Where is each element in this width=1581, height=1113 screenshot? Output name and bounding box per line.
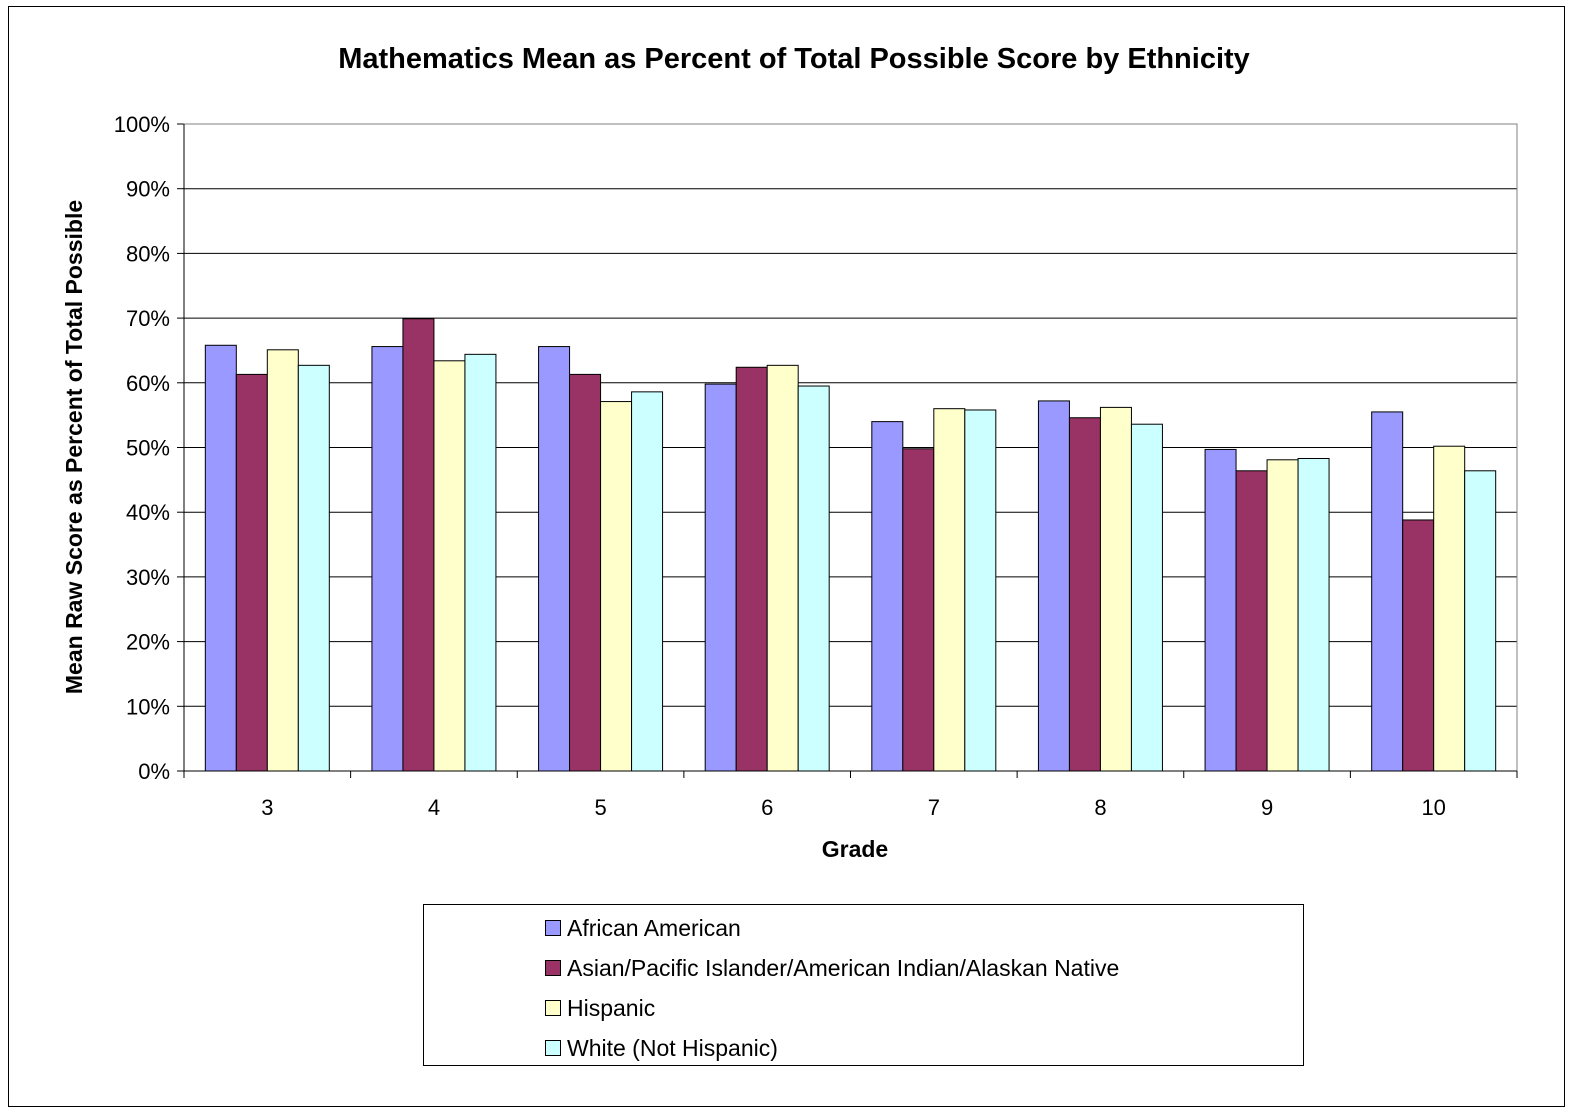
y-tick-label: 10%: [126, 694, 170, 719]
legend-label: Asian/Pacific Islander/American Indian/A…: [567, 954, 1120, 981]
legend-label: Hispanic: [567, 994, 656, 1021]
bar: [266, 349, 299, 772]
bar: [371, 346, 404, 772]
bar: [402, 318, 435, 772]
x-tick-label: 3: [261, 795, 273, 820]
bar: [569, 373, 602, 772]
y-tick-label: 100%: [114, 112, 170, 137]
x-tick-label: 7: [928, 795, 940, 820]
bar: [1068, 417, 1101, 772]
bar: [1433, 445, 1466, 772]
bar: [235, 373, 268, 772]
y-tick-label: 0%: [138, 759, 170, 784]
axes: [177, 123, 1518, 778]
legend-item: African American: [545, 913, 741, 943]
bar: [766, 364, 799, 772]
bars: [204, 318, 1497, 772]
legend-swatch: [545, 920, 561, 936]
legend-swatch: [545, 960, 561, 976]
bar: [964, 409, 997, 772]
chart-title: Mathematics Mean as Percent of Total Pos…: [338, 43, 1250, 75]
bar: [1464, 470, 1497, 772]
legend-label: White (Not Hispanic): [567, 1034, 778, 1061]
bar: [538, 346, 571, 772]
bar: [1204, 448, 1237, 772]
y-tick-label: 20%: [126, 630, 170, 655]
bar: [1371, 411, 1404, 772]
bar: [1402, 519, 1435, 772]
bar: [1130, 423, 1163, 772]
y-tick-label: 80%: [126, 241, 170, 266]
x-tick-label: 9: [1261, 795, 1273, 820]
legend-label: African American: [567, 914, 741, 941]
bar: [631, 391, 664, 772]
y-tick-label: 30%: [126, 565, 170, 590]
bar: [433, 360, 466, 772]
legend-swatch: [545, 1000, 561, 1016]
bar: [1037, 400, 1070, 772]
bar: [797, 385, 830, 772]
bar: [933, 408, 966, 772]
bar: [204, 344, 237, 772]
y-tick-labels: 0% 10% 20% 30% 40% 50% 60% 70% 80% 90% 100%: [114, 112, 170, 784]
x-tick-label: 4: [428, 795, 440, 820]
y-axis-title: Mean Raw Score as Percent of Total Possi…: [61, 200, 87, 694]
bar: [902, 448, 935, 772]
y-tick-label: 90%: [126, 177, 170, 202]
legend-item: White (Not Hispanic): [545, 1033, 778, 1063]
legend-swatch: [545, 1040, 561, 1056]
y-tick-label: 50%: [126, 436, 170, 461]
bar: [600, 401, 633, 772]
x-tick-label: 5: [594, 795, 606, 820]
bar: [1235, 470, 1268, 772]
legend: African American Asian/Pacific Islander/A…: [423, 904, 1304, 1066]
x-axis-title: Grade: [822, 836, 888, 862]
legend-item: Hispanic: [545, 993, 655, 1023]
x-tick-label: 8: [1094, 795, 1106, 820]
bar: [297, 364, 330, 772]
legend-item: Asian/Pacific Islander/American Indian/A…: [545, 953, 1119, 983]
bar: [735, 366, 768, 772]
x-tick-labels: 3 4 5 6 7 8 9 10: [261, 795, 1446, 820]
x-tick-label: 6: [761, 795, 773, 820]
x-tick-label: 10: [1421, 795, 1445, 820]
bar: [1099, 406, 1132, 772]
bar: [1297, 457, 1330, 772]
bar: [464, 353, 497, 772]
y-tick-label: 40%: [126, 500, 170, 525]
bar: [871, 421, 904, 772]
bar: [1266, 459, 1299, 772]
bar: [704, 383, 737, 772]
y-tick-label: 60%: [126, 371, 170, 396]
y-tick-label: 70%: [126, 306, 170, 331]
